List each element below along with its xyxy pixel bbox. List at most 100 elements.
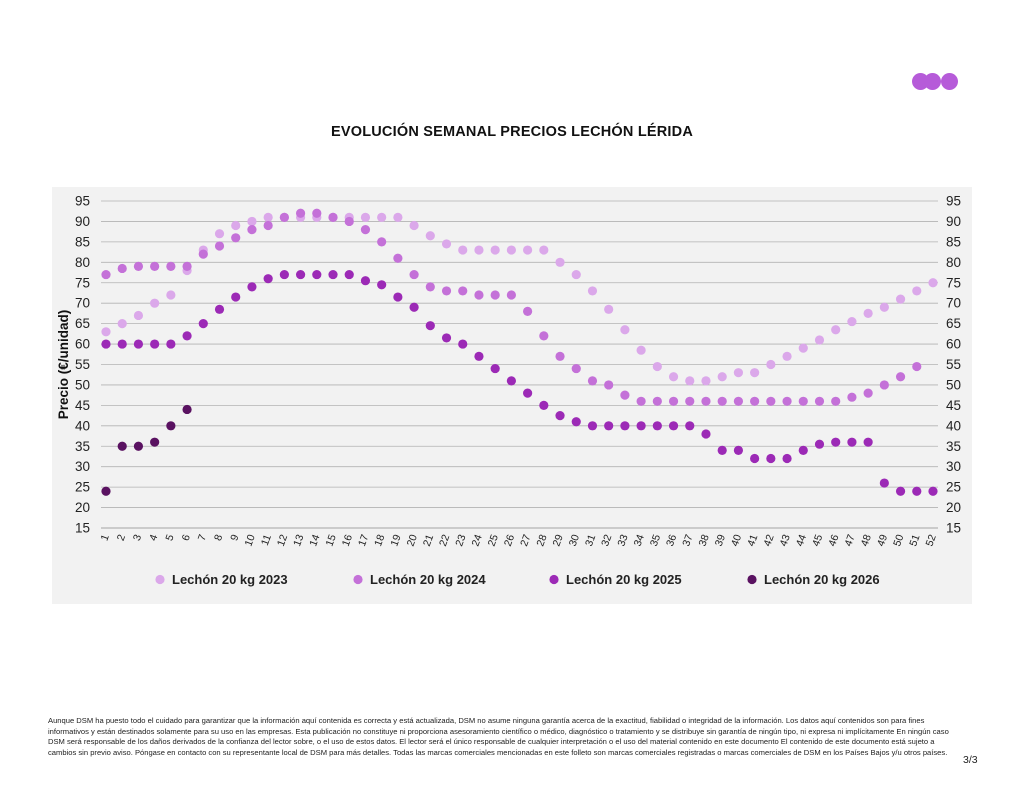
x-tick-4: 4 — [147, 533, 160, 543]
point-series-1-week-23 — [458, 245, 468, 255]
point-series-1-week-47 — [847, 316, 857, 327]
legend-label-4: Lechón 20 kg 2026 — [764, 572, 880, 587]
point-series-1-week-34 — [636, 345, 646, 355]
point-series-3-week-21 — [425, 321, 435, 331]
point-series-1-week-33 — [620, 325, 630, 335]
point-series-2-week-7 — [198, 249, 208, 259]
x-tick-11: 11 — [259, 533, 274, 547]
x-tick-12: 12 — [275, 533, 290, 548]
y-tick-right-45: 45 — [946, 398, 961, 413]
point-series-1-week-4 — [150, 298, 160, 308]
legend-label-2: Lechón 20 kg 2024 — [370, 572, 486, 587]
x-tick-41: 41 — [745, 533, 760, 548]
point-series-2-week-14 — [312, 208, 322, 218]
point-series-1-week-29 — [555, 257, 565, 267]
point-series-3-week-30 — [571, 417, 581, 427]
disclaimer-text: Aunque DSM ha puesto todo el cuidado par… — [48, 716, 949, 757]
point-series-2-week-44 — [798, 396, 808, 406]
point-series-2-week-39 — [717, 396, 727, 406]
point-series-1-week-37 — [685, 376, 695, 386]
point-series-1-week-31 — [587, 286, 598, 296]
point-series-3-week-22 — [441, 333, 452, 343]
point-series-4-week-5 — [166, 421, 176, 431]
point-series-2-week-29 — [555, 351, 565, 361]
point-series-1-week-39 — [717, 372, 727, 382]
point-series-1-week-27 — [523, 245, 533, 255]
point-series-3-week-29 — [555, 410, 565, 421]
point-series-2-week-8 — [214, 241, 225, 251]
point-series-3-week-8 — [214, 304, 225, 314]
point-series-2-week-16 — [344, 216, 354, 227]
y-tick-left-55: 55 — [75, 357, 90, 372]
x-tick-13: 13 — [291, 533, 306, 548]
x-tick-3: 3 — [131, 533, 144, 543]
dsm-logo — [912, 73, 962, 91]
y-tick-left-30: 30 — [75, 459, 90, 474]
point-series-1-week-25 — [490, 245, 500, 255]
y-tick-right-65: 65 — [946, 316, 961, 331]
y-tick-right-15: 15 — [946, 521, 961, 536]
point-series-3-week-11 — [263, 274, 273, 284]
x-tick-49: 49 — [875, 533, 890, 548]
point-series-1-week-1 — [101, 327, 111, 337]
point-series-1-week-49 — [879, 302, 889, 312]
point-series-3-week-43 — [782, 453, 792, 464]
point-series-2-week-40 — [733, 396, 744, 406]
x-tick-22: 22 — [437, 533, 452, 548]
x-tick-8: 8 — [212, 533, 225, 543]
point-series-1-week-3 — [133, 310, 144, 321]
point-series-3-week-38 — [701, 429, 711, 439]
point-series-1-week-9 — [231, 220, 241, 231]
point-series-2-week-45 — [814, 396, 825, 406]
point-series-2-week-36 — [668, 396, 679, 406]
y-tick-left-60: 60 — [75, 337, 90, 352]
x-tick-47: 47 — [842, 533, 857, 548]
point-series-3-week-45 — [814, 439, 825, 449]
y-tick-left-50: 50 — [75, 377, 90, 392]
point-series-2-week-51 — [912, 361, 922, 372]
point-series-2-week-30 — [571, 363, 581, 374]
point-series-3-week-2 — [117, 339, 127, 349]
legend-label-3: Lechón 20 kg 2025 — [566, 572, 682, 587]
y-tick-right-85: 85 — [946, 234, 961, 249]
point-series-2-week-37 — [685, 396, 695, 406]
point-series-1-week-2 — [117, 319, 127, 329]
point-series-3-week-1 — [101, 339, 111, 349]
x-tick-24: 24 — [470, 533, 485, 548]
y-axis-label: Precio (€/unidad) — [56, 310, 71, 420]
point-series-3-week-5 — [166, 339, 176, 349]
point-series-4-week-6 — [182, 404, 192, 415]
point-series-3-week-28 — [539, 400, 549, 410]
point-series-1-week-10 — [247, 216, 257, 227]
x-tick-35: 35 — [648, 533, 663, 548]
point-series-3-week-23 — [458, 339, 468, 349]
point-series-3-week-35 — [652, 421, 662, 431]
point-series-3-week-10 — [247, 282, 257, 292]
point-series-2-week-35 — [652, 396, 662, 406]
point-series-2-week-41 — [750, 396, 760, 406]
point-series-1-week-22 — [441, 239, 452, 249]
point-series-2-week-2 — [117, 263, 127, 274]
point-series-2-week-25 — [490, 290, 500, 300]
point-series-1-week-51 — [912, 286, 922, 296]
y-tick-right-90: 90 — [946, 214, 961, 229]
x-tick-39: 39 — [713, 533, 728, 548]
point-series-4-week-1 — [101, 486, 111, 496]
point-series-1-week-38 — [701, 376, 711, 386]
point-series-2-week-31 — [587, 376, 598, 386]
point-series-1-week-45 — [814, 335, 825, 345]
point-series-1-week-30 — [571, 269, 581, 280]
x-tick-48: 48 — [859, 533, 874, 548]
y-tick-right-55: 55 — [946, 357, 961, 372]
y-tick-left-85: 85 — [75, 234, 90, 249]
point-series-3-week-49 — [879, 478, 889, 488]
point-series-1-week-19 — [393, 212, 403, 222]
point-series-3-week-4 — [150, 339, 160, 349]
x-tick-33: 33 — [615, 533, 630, 548]
point-series-2-week-12 — [279, 212, 289, 222]
point-series-1-week-50 — [895, 294, 906, 304]
point-series-2-week-32 — [604, 380, 614, 390]
x-tick-27: 27 — [518, 533, 533, 548]
x-tick-19: 19 — [388, 533, 403, 548]
point-series-2-week-11 — [263, 220, 273, 231]
